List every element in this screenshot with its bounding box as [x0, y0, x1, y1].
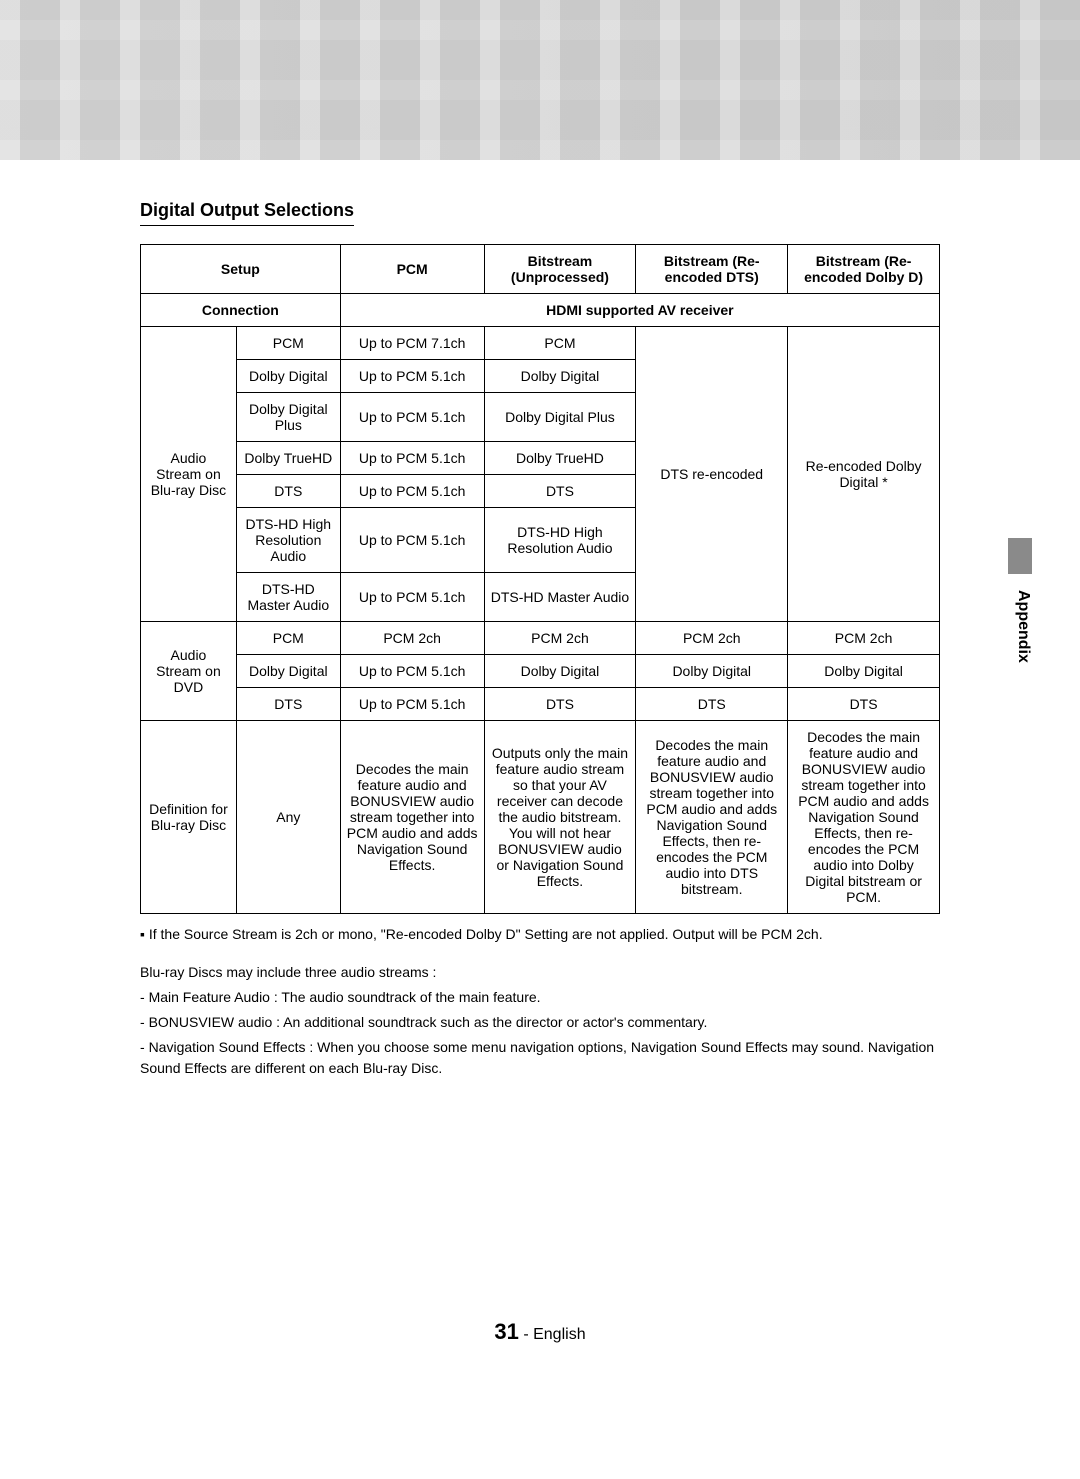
cell-dts: Decodes the main feature audio and BONUS… [636, 721, 788, 914]
cell-label: PCM [236, 327, 340, 360]
cell-pcm: Up to PCM 5.1ch [340, 573, 484, 622]
header-setup: Setup [141, 245, 341, 294]
desc-item: - BONUSVIEW audio : An additional soundt… [140, 1012, 940, 1033]
description-block: Blu-ray Discs may include three audio st… [140, 962, 940, 1079]
row-group-dvd: Audio Stream on DVD [141, 622, 237, 721]
cell-pcm: Decodes the main feature audio and BONUS… [340, 721, 484, 914]
desc-item-text: Navigation Sound Effects : When you choo… [140, 1039, 934, 1076]
footnote-text: If the Source Stream is 2ch or mono, "Re… [140, 926, 823, 942]
digital-output-table: Setup PCM Bitstream (Unprocessed) Bitstr… [140, 244, 940, 914]
cell-unproc: DTS-HD Master Audio [484, 573, 636, 622]
row-group-bluray: Audio Stream on Blu-ray Disc [141, 327, 237, 622]
table-header-row: Setup PCM Bitstream (Unprocessed) Bitstr… [141, 245, 940, 294]
cell-unproc: Dolby Digital [484, 360, 636, 393]
cell-unproc: DTS-HD High Resolution Audio [484, 508, 636, 573]
cell-dolby: Dolby Digital [788, 655, 940, 688]
cell-label: DTS-HD High Resolution Audio [236, 508, 340, 573]
cell-unproc: Dolby Digital [484, 655, 636, 688]
cell-unproc: Dolby Digital Plus [484, 393, 636, 442]
cell-dts: PCM 2ch [636, 622, 788, 655]
cell-label: Dolby Digital [236, 655, 340, 688]
cell-unproc: PCM 2ch [484, 622, 636, 655]
cell-label: Dolby TrueHD [236, 442, 340, 475]
table-row: Dolby Digital Up to PCM 5.1ch Dolby Digi… [141, 655, 940, 688]
cell-label: Dolby Digital [236, 360, 340, 393]
cell-label: PCM [236, 622, 340, 655]
cell-unproc: Outputs only the main feature audio stre… [484, 721, 636, 914]
desc-item-text: Main Feature Audio : The audio soundtrac… [149, 989, 541, 1005]
header-bitstream-dolby: Bitstream (Re-encoded Dolby D) [788, 245, 940, 294]
cell-pcm: Up to PCM 5.1ch [340, 442, 484, 475]
page-footer: 31 - English [140, 1319, 940, 1345]
desc-item: - Navigation Sound Effects : When you ch… [140, 1037, 940, 1079]
row-group-definition: Definition for Blu-ray Disc [141, 721, 237, 914]
cell-unproc: PCM [484, 327, 636, 360]
cell-unproc: Dolby TrueHD [484, 442, 636, 475]
cell-dolby: Decodes the main feature audio and BONUS… [788, 721, 940, 914]
appendix-side-tab: Appendix [1014, 590, 1032, 663]
section-title: Digital Output Selections [140, 200, 354, 226]
cell-label: DTS [236, 475, 340, 508]
cell-unproc: DTS [484, 688, 636, 721]
cell-label: DTS-HD Master Audio [236, 573, 340, 622]
cell-pcm: Up to PCM 5.1ch [340, 475, 484, 508]
header-bitstream-dts: Bitstream (Re-encoded DTS) [636, 245, 788, 294]
table-row: Audio Stream on Blu-ray Disc PCM Up to P… [141, 327, 940, 360]
header-hdmi-receiver: HDMI supported AV receiver [340, 294, 939, 327]
page-language: - English [519, 1326, 586, 1343]
cell-unproc: DTS [484, 475, 636, 508]
table-footnote: If the Source Stream is 2ch or mono, "Re… [140, 926, 940, 942]
desc-item: - Main Feature Audio : The audio soundtr… [140, 987, 940, 1008]
page-number: 31 [494, 1319, 518, 1344]
cell-dts-merged: DTS re-encoded [636, 327, 788, 622]
cell-pcm: Up to PCM 5.1ch [340, 655, 484, 688]
header-connection: Connection [141, 294, 341, 327]
cell-label: Dolby Digital Plus [236, 393, 340, 442]
table-row: Audio Stream on DVD PCM PCM 2ch PCM 2ch … [141, 622, 940, 655]
side-tab-marker [1008, 538, 1032, 574]
cell-pcm: Up to PCM 5.1ch [340, 360, 484, 393]
cell-pcm: Up to PCM 7.1ch [340, 327, 484, 360]
desc-item-text: BONUSVIEW audio : An additional soundtra… [149, 1014, 708, 1030]
cell-pcm: Up to PCM 5.1ch [340, 508, 484, 573]
table-row: DTS Up to PCM 5.1ch DTS DTS DTS [141, 688, 940, 721]
cell-dolby: DTS [788, 688, 940, 721]
table-header-row: Connection HDMI supported AV receiver [141, 294, 940, 327]
cell-dolby: PCM 2ch [788, 622, 940, 655]
cell-pcm: Up to PCM 5.1ch [340, 393, 484, 442]
header-bitstream-unprocessed: Bitstream (Unprocessed) [484, 245, 636, 294]
cell-dts: Dolby Digital [636, 655, 788, 688]
cell-pcm: Up to PCM 5.1ch [340, 688, 484, 721]
cell-dolby-merged: Re-encoded Dolby Digital * [788, 327, 940, 622]
desc-intro: Blu-ray Discs may include three audio st… [140, 962, 940, 983]
cell-pcm: PCM 2ch [340, 622, 484, 655]
cell-label: DTS [236, 688, 340, 721]
cell-dts: DTS [636, 688, 788, 721]
decorative-header-band [0, 0, 1080, 160]
cell-label: Any [236, 721, 340, 914]
header-pcm: PCM [340, 245, 484, 294]
table-row: Definition for Blu-ray Disc Any Decodes … [141, 721, 940, 914]
